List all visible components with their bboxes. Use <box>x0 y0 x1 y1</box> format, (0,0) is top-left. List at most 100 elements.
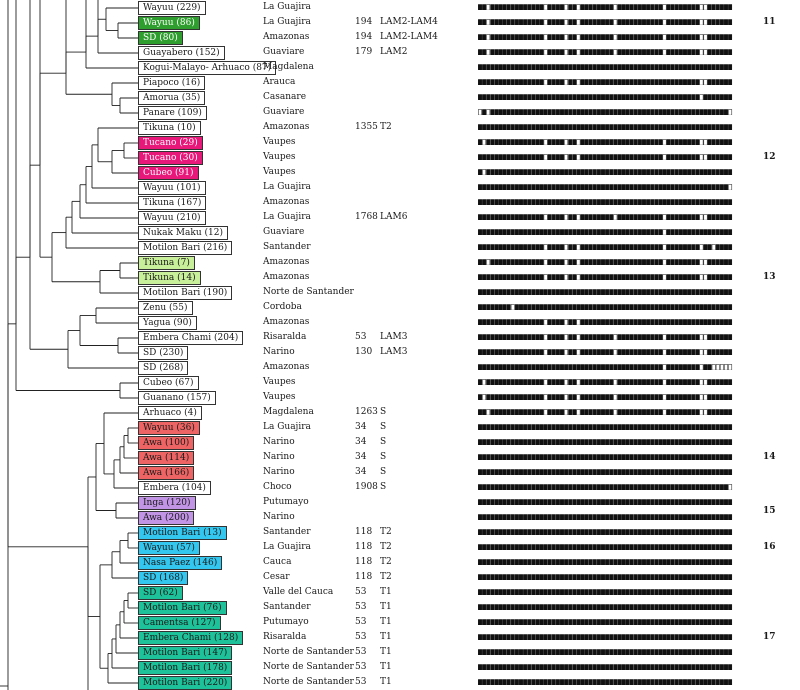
spacer-present <box>621 484 626 490</box>
spacer-present <box>601 124 605 130</box>
spacer-present <box>633 319 638 325</box>
spacer-present <box>510 259 515 265</box>
spacer-present <box>592 124 597 130</box>
spacer-present <box>658 604 663 610</box>
spacer-present <box>490 454 495 460</box>
spacer-present <box>510 394 515 400</box>
spacer-absent <box>703 154 708 160</box>
spacer-present <box>683 64 687 70</box>
spacer-present <box>560 379 564 385</box>
spacer-present <box>543 94 548 100</box>
spacer-present <box>568 424 573 430</box>
spacer-present <box>564 604 569 610</box>
spacer-absent <box>703 259 708 265</box>
spacer-present <box>629 604 634 610</box>
strain-row: Wayuu (229) La Guajira <box>0 0 800 15</box>
spacer-present <box>719 199 724 205</box>
spacer-present <box>666 574 671 580</box>
spacer-present <box>642 4 646 10</box>
spacer-absent <box>703 394 708 400</box>
spacer-present <box>707 319 712 325</box>
spacer-present <box>482 289 487 295</box>
spacer-present <box>527 454 532 460</box>
spacer-present <box>551 199 556 205</box>
spacer-present <box>510 34 515 40</box>
spacer-present <box>478 394 482 400</box>
spacer-present <box>621 94 626 100</box>
spacer-absent <box>564 244 569 250</box>
spacer-present <box>683 124 687 130</box>
department-cell: La Guajira <box>263 2 311 12</box>
spacer-present <box>543 124 548 130</box>
spacer-present <box>617 484 622 490</box>
spacer-present <box>629 424 634 430</box>
spacer-absent <box>703 139 708 145</box>
strain-label: Motilon Bari (216) <box>138 241 233 255</box>
spacer-absent <box>564 409 569 415</box>
spacer-present <box>568 49 573 55</box>
spacer-present <box>654 259 659 265</box>
spacer-present <box>527 679 532 685</box>
spacer-absent <box>576 214 581 220</box>
spacer-present <box>588 349 593 355</box>
spacer-present <box>617 274 622 280</box>
spacer-present <box>715 424 720 430</box>
spacer-present <box>584 499 589 505</box>
spacer-present <box>482 679 487 685</box>
spacer-present <box>670 619 675 625</box>
spacer-present <box>588 364 593 370</box>
spacer-present <box>707 304 712 310</box>
spacer-present <box>588 274 593 280</box>
spacer-present <box>613 514 618 520</box>
spacer-present <box>592 4 597 10</box>
spacer-present <box>695 79 700 85</box>
spacer-present <box>642 544 646 550</box>
spacer-present <box>605 184 610 190</box>
spoligotype-pattern <box>478 214 733 220</box>
spacer-present <box>728 394 733 400</box>
spacer-present <box>650 559 655 565</box>
spacer-absent <box>576 34 581 40</box>
spacer-present <box>601 154 605 160</box>
strain-label: SD (80) <box>138 31 183 45</box>
spacer-present <box>691 319 696 325</box>
spacer-present <box>601 109 605 115</box>
spacer-absent <box>486 409 491 415</box>
spacer-present <box>670 169 675 175</box>
spacer-present <box>572 649 577 655</box>
spacer-present <box>621 184 626 190</box>
department-cell: Narino <box>263 452 295 462</box>
spacer-present <box>613 469 618 475</box>
spacer-present <box>531 184 536 190</box>
spacer-present <box>519 424 523 430</box>
spacer-present <box>596 79 601 85</box>
spacer-present <box>506 574 511 580</box>
spacer-present <box>576 229 581 235</box>
spacer-present <box>687 214 692 220</box>
spacer-present <box>510 589 515 595</box>
sit-cell: 53 <box>355 602 367 612</box>
family-cell: LAM2-LAM4 <box>380 32 438 42</box>
spacer-present <box>580 49 585 55</box>
spacer-present <box>670 94 675 100</box>
spacer-present <box>494 649 499 655</box>
spacer-present <box>510 184 515 190</box>
spacer-present <box>572 109 577 115</box>
spacer-present <box>564 199 569 205</box>
spacer-present <box>605 454 610 460</box>
spacer-present <box>514 139 519 145</box>
spacer-present <box>719 649 724 655</box>
spacer-present <box>691 259 696 265</box>
spacer-present <box>678 199 683 205</box>
spacer-present <box>650 529 655 535</box>
spacer-present <box>490 49 495 55</box>
spacer-present <box>535 19 540 25</box>
spacer-present <box>617 109 622 115</box>
spacer-present <box>478 379 482 385</box>
spacer-present <box>527 469 532 475</box>
spacer-present <box>494 679 499 685</box>
spacer-present <box>576 589 581 595</box>
spacer-present <box>699 169 704 175</box>
spacer-present <box>584 349 589 355</box>
spacer-present <box>683 499 687 505</box>
